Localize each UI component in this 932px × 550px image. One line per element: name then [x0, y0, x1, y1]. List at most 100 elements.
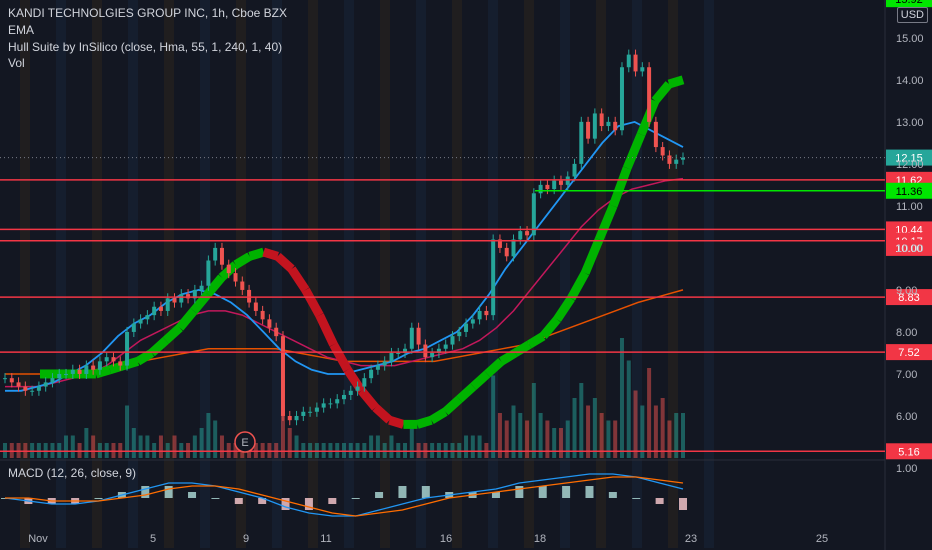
candle-body	[518, 231, 523, 240]
volume-bar	[186, 443, 191, 458]
hull-segment	[301, 287, 324, 318]
candle-body	[186, 294, 191, 299]
candle-body	[362, 378, 367, 387]
x-tick-label: 23	[685, 533, 697, 545]
candle-body	[619, 67, 624, 131]
volume-bar	[545, 420, 550, 458]
macd-histogram-bar	[141, 486, 150, 498]
level-tag	[886, 0, 932, 8]
candle-body	[497, 239, 502, 248]
ema-line	[5, 120, 684, 392]
candle-body	[36, 386, 41, 391]
volume-bar	[226, 443, 231, 458]
currency-badge[interactable]: USD	[896, 7, 928, 23]
legend-title: KANDI TECHNOLGIES GROUP INC, 1h, Cboe BZ…	[8, 6, 287, 20]
macd-line	[4, 473, 684, 517]
candle-body	[145, 315, 150, 320]
macd-histogram-bar	[281, 498, 290, 510]
volume-bar	[518, 413, 523, 458]
macd-histogram-bar	[632, 498, 641, 499]
hull-segment	[456, 383, 477, 403]
candle-body	[450, 336, 455, 345]
hull-segment	[608, 166, 632, 208]
x-tick-label: 18	[534, 533, 546, 545]
candle-body	[565, 176, 570, 185]
hull-segment	[148, 337, 169, 357]
volume-bar	[667, 420, 672, 458]
volume-bar	[328, 443, 333, 458]
hull-segment	[651, 81, 673, 104]
level-tag	[886, 289, 932, 306]
session-stripe	[452, 0, 462, 548]
candle-body	[464, 323, 469, 332]
volume-bar	[158, 435, 163, 458]
session-stripe	[344, 0, 354, 548]
volume-bar	[179, 443, 184, 458]
candle-body	[653, 121, 658, 148]
hull-segment	[526, 332, 546, 349]
candle-body	[314, 407, 319, 412]
session-stripe	[236, 0, 246, 548]
hull-segment	[204, 274, 226, 298]
volume-bar	[633, 390, 638, 458]
hull-segment	[135, 349, 155, 366]
candle-body	[253, 302, 258, 311]
candle-body	[396, 352, 401, 354]
candle-body	[247, 289, 252, 303]
macd-y-tick: 1.00	[896, 463, 917, 475]
candle-body	[470, 319, 475, 324]
y-tick-label: 15.00	[896, 33, 924, 45]
volume-bar	[531, 383, 536, 458]
volume-bar	[470, 435, 475, 458]
level-tag-label: 11.36	[896, 186, 923, 198]
session-stripe	[668, 0, 678, 548]
candle-body	[457, 331, 462, 337]
candle-body	[226, 264, 231, 274]
y-tick-label: 7.00	[896, 369, 917, 381]
hull-segment	[176, 308, 198, 331]
candle-body	[321, 403, 326, 408]
y-tick-label: 12.00	[896, 159, 924, 171]
candle-body	[165, 298, 170, 311]
volume-bar	[538, 413, 543, 458]
candle-body	[579, 121, 584, 164]
y-tick-label: 8.00	[896, 327, 917, 339]
macd-label: MACD (12, 26, close, 9)	[8, 466, 137, 480]
volume-bar	[409, 428, 414, 458]
session-stripe	[632, 0, 642, 548]
candle-body	[613, 121, 618, 131]
candle-body	[30, 390, 35, 392]
candle-body	[647, 67, 652, 122]
volume-bar	[3, 443, 7, 458]
candle-body	[403, 348, 408, 353]
candle-body	[152, 306, 157, 316]
candle-body	[504, 247, 509, 257]
candle-body	[633, 54, 638, 72]
volume-bar	[125, 405, 130, 458]
x-tick-label: 25	[816, 533, 828, 545]
candle-body	[131, 323, 136, 332]
volume-bar	[138, 435, 143, 458]
macd-histogram-bar	[538, 486, 547, 498]
macd-histogram-bar	[515, 486, 524, 498]
y-tick-label: 9.00	[896, 285, 917, 297]
macd-histogram-bar	[375, 492, 384, 498]
volume-bar	[457, 443, 462, 458]
volume-bar	[111, 443, 116, 458]
macd-histogram-bar	[211, 498, 220, 499]
candle-body	[531, 193, 536, 236]
hull-segment	[622, 132, 646, 170]
candle-body	[558, 180, 563, 185]
macd-histogram-bar	[328, 498, 337, 504]
volume-bar	[403, 443, 408, 458]
session-stripe	[164, 0, 174, 548]
candle-body	[674, 159, 679, 164]
y-tick-label: 10.00	[896, 243, 924, 255]
hull-segment	[108, 361, 126, 375]
volume-bar	[450, 443, 455, 458]
candle-body	[355, 386, 360, 391]
volume-bar	[77, 443, 82, 458]
candle-body	[640, 67, 645, 72]
volume-bar	[484, 443, 489, 458]
